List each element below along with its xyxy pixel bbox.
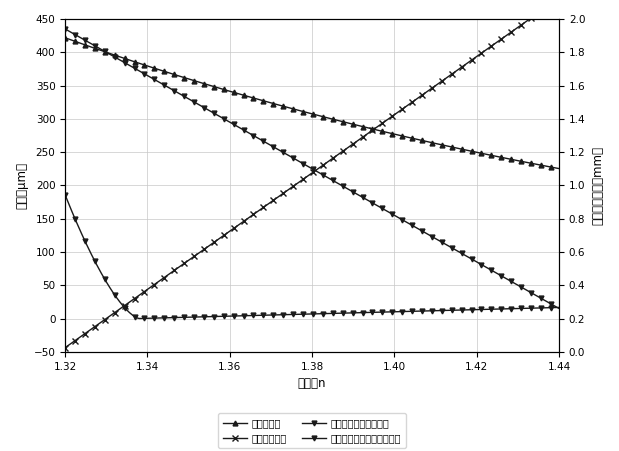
- 对称透镜折射率灵敏度: [555, 305, 563, 310]
- 对称柱透镜: [61, 35, 69, 41]
- 对称透镜折射率灵敏度: [63, 196, 71, 202]
- 消球差柱透镜折射率灵敏度: [355, 193, 363, 198]
- 消球差柱透镜折射率灵敏度: [61, 26, 69, 32]
- 对称柱透镜: [555, 166, 563, 171]
- 消球差柱透镜: [478, 51, 485, 56]
- 对称透镜折射率灵敏度: [355, 310, 363, 315]
- 对称透镜折射率灵敏度: [365, 310, 373, 315]
- 对称透镜折射率灵敏度: [357, 310, 365, 315]
- 消球差柱透镜: [364, 131, 371, 137]
- 对称柱透镜: [354, 123, 361, 128]
- Line: 消球差柱透镜: 消球差柱透镜: [62, 0, 562, 351]
- Line: 消球差柱透镜折射率灵敏度: 消球差柱透镜折射率灵敏度: [63, 27, 561, 311]
- 消球差柱透镜折射率灵敏度: [509, 280, 517, 285]
- 消球差柱透镜折射率灵敏度: [555, 306, 563, 311]
- 对称柱透镜: [478, 151, 485, 156]
- 消球差柱透镜折射率灵敏度: [354, 192, 361, 197]
- 消球差柱透镜: [61, 345, 69, 350]
- Line: 对称柱透镜: 对称柱透镜: [63, 35, 561, 171]
- 对称透镜折射率灵敏度: [136, 316, 143, 321]
- Legend: 对称柱透镜, 消球差柱透镜, 对称透镜折射率灵敏度, 消球差柱透镜折射率灵敏度: 对称柱透镜, 消球差柱透镜, 对称透镜折射率灵敏度, 消球差柱透镜折射率灵敏度: [218, 413, 406, 448]
- Y-axis label: 折射率测量度（mm）: 折射率测量度（mm）: [591, 146, 604, 225]
- 消球差柱透镜折射率灵敏度: [478, 262, 485, 267]
- 消球差柱透镜折射率灵敏度: [364, 198, 371, 203]
- X-axis label: 折射率n: 折射率n: [298, 377, 326, 390]
- Line: 对称透镜折射率灵敏度: 对称透镜折射率灵敏度: [63, 193, 561, 321]
- 消球差柱透镜: [509, 28, 517, 34]
- 消球差柱透镜: [555, 0, 563, 1]
- 消球差柱透镜折射率灵敏度: [63, 27, 71, 32]
- 对称柱透镜: [364, 125, 371, 130]
- 消球差柱透镜: [63, 344, 71, 349]
- 对称柱透镜: [509, 157, 517, 162]
- 对称透镜折射率灵敏度: [61, 192, 69, 198]
- 对称透镜折射率灵敏度: [511, 306, 518, 311]
- 消球差柱透镜: [354, 138, 361, 143]
- 对称柱透镜: [63, 36, 71, 41]
- Y-axis label: 敬度（μm）: 敬度（μm）: [15, 162, 28, 209]
- 对称柱透镜: [355, 123, 363, 129]
- 消球差柱透镜: [355, 137, 363, 143]
- 对称透镜折射率灵敏度: [479, 307, 487, 312]
